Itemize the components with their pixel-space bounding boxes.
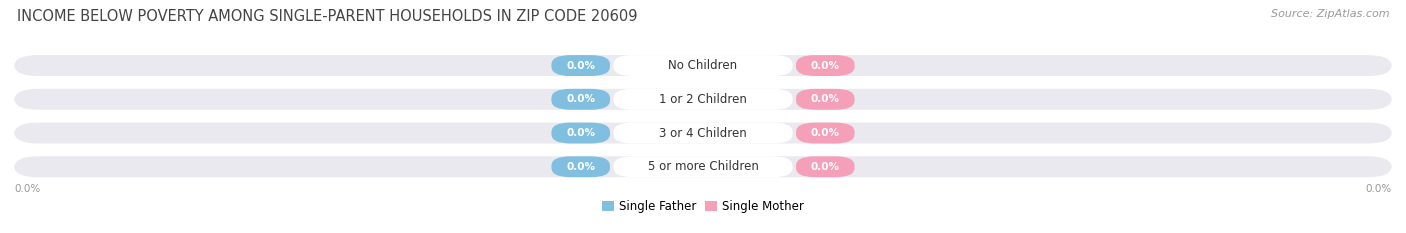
Text: 1 or 2 Children: 1 or 2 Children [659,93,747,106]
FancyBboxPatch shape [14,123,1392,144]
Text: 0.0%: 0.0% [567,128,595,138]
Text: 0.0%: 0.0% [567,61,595,71]
Text: 0.0%: 0.0% [567,94,595,104]
Text: 3 or 4 Children: 3 or 4 Children [659,127,747,140]
Text: 0.0%: 0.0% [811,128,839,138]
Text: 0.0%: 0.0% [567,162,595,172]
FancyBboxPatch shape [796,123,855,144]
FancyBboxPatch shape [14,156,1392,177]
Text: INCOME BELOW POVERTY AMONG SINGLE-PARENT HOUSEHOLDS IN ZIP CODE 20609: INCOME BELOW POVERTY AMONG SINGLE-PARENT… [17,9,637,24]
Text: 0.0%: 0.0% [1365,184,1392,194]
FancyBboxPatch shape [613,55,793,76]
FancyBboxPatch shape [796,55,855,76]
Text: 5 or more Children: 5 or more Children [648,160,758,173]
FancyBboxPatch shape [613,89,793,110]
FancyBboxPatch shape [551,55,610,76]
FancyBboxPatch shape [796,156,855,177]
FancyBboxPatch shape [613,123,793,144]
FancyBboxPatch shape [551,89,610,110]
Text: No Children: No Children [668,59,738,72]
Text: 0.0%: 0.0% [811,61,839,71]
Legend: Single Father, Single Mother: Single Father, Single Mother [598,195,808,218]
Text: Source: ZipAtlas.com: Source: ZipAtlas.com [1271,9,1389,19]
FancyBboxPatch shape [551,123,610,144]
Text: 0.0%: 0.0% [811,162,839,172]
FancyBboxPatch shape [14,55,1392,76]
FancyBboxPatch shape [796,89,855,110]
FancyBboxPatch shape [14,89,1392,110]
FancyBboxPatch shape [613,156,793,177]
FancyBboxPatch shape [551,156,610,177]
Text: 0.0%: 0.0% [811,94,839,104]
Text: 0.0%: 0.0% [14,184,41,194]
